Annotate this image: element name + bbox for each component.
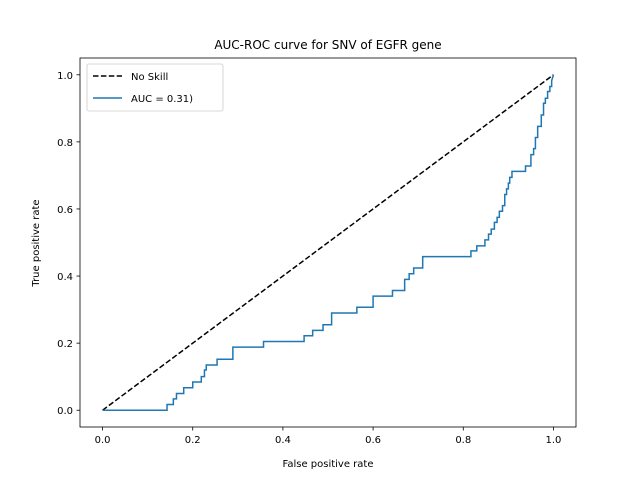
y-tick-label: 0.2 (57, 339, 73, 350)
y-tick-label: 1.0 (57, 71, 73, 82)
y-axis: 0.0 0.2 0.4 0.6 0.8 1.0 (57, 71, 80, 417)
y-tick-label: 0.8 (57, 138, 73, 149)
legend-label-auc: AUC = 0.31) (131, 94, 193, 105)
x-tick-label: 0.4 (275, 435, 291, 446)
roc-curve-line (102, 74, 555, 411)
legend-label-no-skill: No Skill (131, 72, 168, 83)
plot-frame (79, 57, 577, 428)
x-axis: 0.0 0.2 0.4 0.6 0.8 1.0 (95, 427, 562, 446)
x-tick-label: 1.0 (546, 435, 562, 446)
y-axis-label: True positive rate (31, 199, 42, 287)
y-tick-label: 0.0 (57, 406, 73, 417)
chart-title: AUC-ROC curve for SNV of EGFR gene (214, 38, 441, 52)
legend: No Skill AUC = 0.31) (86, 63, 224, 112)
x-tick-label: 0.2 (185, 435, 201, 446)
plot-area (79, 57, 577, 428)
x-tick-label: 0.6 (365, 435, 381, 446)
x-tick-label: 0.0 (95, 435, 111, 446)
y-tick-label: 0.6 (57, 205, 73, 216)
x-tick-label: 0.8 (455, 435, 471, 446)
x-axis-label: False positive rate (283, 459, 374, 470)
y-tick-label: 0.4 (57, 272, 73, 283)
series-layer (102, 74, 555, 411)
no-skill-line (102, 74, 554, 411)
